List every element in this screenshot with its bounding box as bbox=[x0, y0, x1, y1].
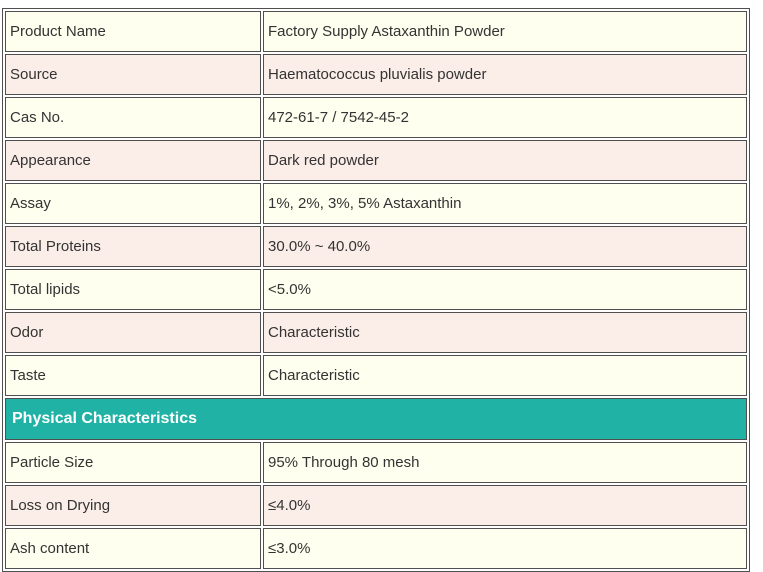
table-row: Particle Size 95% Through 80 mesh bbox=[5, 442, 747, 483]
general-specs-body: Product Name Factory Supply Astaxanthin P… bbox=[5, 11, 747, 396]
spec-value-cell: 1%, 2%, 3%, 5% Astaxanthin bbox=[263, 183, 747, 224]
physical-specs-body: Particle Size 95% Through 80 mesh Loss on … bbox=[5, 442, 747, 569]
spec-value-cell: Dark red powder bbox=[263, 140, 747, 181]
spec-table: Product Name Factory Supply Astaxanthin P… bbox=[2, 8, 750, 572]
spec-value-cell: <5.0% bbox=[263, 269, 747, 310]
spec-label-cell: Taste bbox=[5, 355, 261, 396]
table-row: Total Proteins 30.0% ~ 40.0% bbox=[5, 226, 747, 267]
section-title: Physical Characteristics bbox=[5, 398, 747, 440]
table-row: Cas No. 472-61-7 / 7542-45-2 bbox=[5, 97, 747, 138]
spec-label-cell: Source bbox=[5, 54, 261, 95]
spec-label-cell: Product Name bbox=[5, 11, 261, 52]
spec-label-cell: Particle Size bbox=[5, 442, 261, 483]
spec-label-cell: Appearance bbox=[5, 140, 261, 181]
spec-label-cell: Ash content bbox=[5, 528, 261, 569]
spec-label-cell: Total Proteins bbox=[5, 226, 261, 267]
table-row: Assay 1%, 2%, 3%, 5% Astaxanthin bbox=[5, 183, 747, 224]
table-row: Loss on Drying ≤4.0% bbox=[5, 485, 747, 526]
spec-value-cell: 30.0% ~ 40.0% bbox=[263, 226, 747, 267]
spec-value-cell: Characteristic bbox=[263, 355, 747, 396]
section-header-row: Physical Characteristics bbox=[5, 398, 747, 440]
spec-value-cell: Haematococcus pluvialis powder bbox=[263, 54, 747, 95]
spec-value-cell: 95% Through 80 mesh bbox=[263, 442, 747, 483]
table-row: Appearance Dark red powder bbox=[5, 140, 747, 181]
table-row: Total lipids <5.0% bbox=[5, 269, 747, 310]
spec-label-cell: Loss on Drying bbox=[5, 485, 261, 526]
spec-value-cell: ≤3.0% bbox=[263, 528, 747, 569]
spec-label-cell: Cas No. bbox=[5, 97, 261, 138]
spec-value-cell: 472-61-7 / 7542-45-2 bbox=[263, 97, 747, 138]
spec-label-cell: Total lipids bbox=[5, 269, 261, 310]
spec-label-cell: Assay bbox=[5, 183, 261, 224]
table-row: Product Name Factory Supply Astaxanthin P… bbox=[5, 11, 747, 52]
table-row: Taste Characteristic bbox=[5, 355, 747, 396]
spec-value-cell: Characteristic bbox=[263, 312, 747, 353]
table-row: Ash content ≤3.0% bbox=[5, 528, 747, 569]
table-row: Source Haematococcus pluvialis powder bbox=[5, 54, 747, 95]
spec-value-cell: Factory Supply Astaxanthin Powder bbox=[263, 11, 747, 52]
spec-value-cell: ≤4.0% bbox=[263, 485, 747, 526]
spec-label-cell: Odor bbox=[5, 312, 261, 353]
table-row: Odor Characteristic bbox=[5, 312, 747, 353]
section-body: Physical Characteristics bbox=[5, 398, 747, 440]
